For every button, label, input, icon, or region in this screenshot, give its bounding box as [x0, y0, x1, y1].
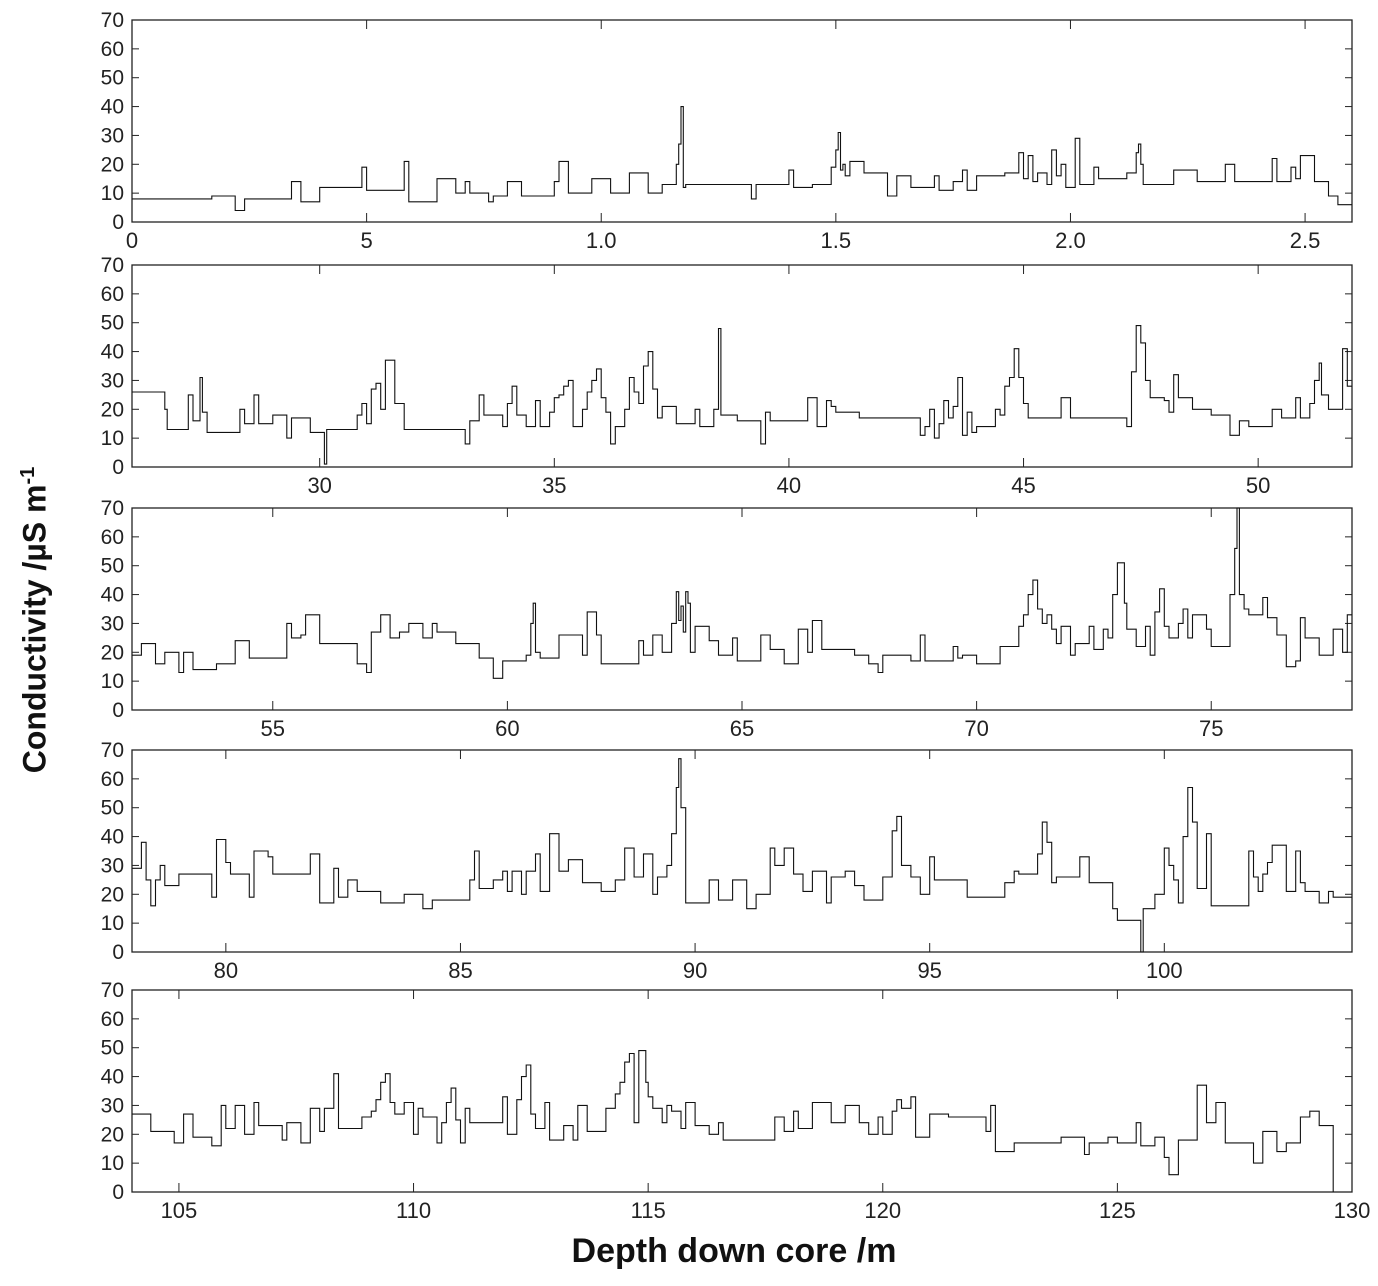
panel-4-xtick-label: 90: [683, 958, 707, 983]
panel-3-ytick-label: 70: [101, 497, 124, 520]
panel-1-xtick-label: 0: [126, 228, 138, 253]
panel-2-xtick-label: 30: [307, 473, 331, 498]
panel-4-xtick-label: 100: [1146, 958, 1183, 983]
panel-5-xtick-label: 105: [161, 1198, 198, 1223]
panel-2-conductivity-series: [132, 325, 1352, 465]
panel-4-ytick-label: 40: [101, 826, 124, 849]
panel-4-xtick-label: 95: [917, 958, 941, 983]
panel-2-ytick-label: 0: [112, 456, 124, 479]
panel-5-xtick-label: 120: [864, 1198, 901, 1223]
panel-3-ytick-label: 60: [101, 526, 124, 549]
panel-3-ytick-label: 50: [101, 555, 124, 578]
panel-5-xtick-label: 130: [1334, 1198, 1371, 1223]
panel-1-frame: [131, 19, 1353, 223]
panel-3-ytick-label: 40: [101, 584, 124, 607]
panel-1-ytick-label: 0: [112, 211, 124, 234]
panel-2-xtick-label: 50: [1246, 473, 1270, 498]
panel-4-frame: [131, 749, 1353, 953]
y-axis-label-text: Conductivity /µS m: [16, 484, 53, 774]
panel-4-ytick-label: 70: [101, 739, 124, 762]
panel-5-xtick-label: 110: [396, 1198, 431, 1223]
panel-1-ytick-label: 60: [101, 38, 124, 61]
panel-3-xtick-label: 75: [1199, 716, 1223, 741]
y-axis-label-container: Conductivity /µS m-1: [0, 0, 70, 1281]
panel-4-xtick-label: 85: [448, 958, 472, 983]
panel-4-ytick-label: 20: [101, 883, 124, 906]
panel-5-ytick-label: 20: [101, 1123, 124, 1146]
panel-1-conductivity-series: [132, 106, 1352, 212]
panel-2-xtick-label: 40: [777, 473, 801, 498]
panel-4-conductivity-series: [132, 758, 1352, 953]
panel-5-xtick-label: 125: [1099, 1198, 1136, 1223]
panel-5-conductivity-series: [132, 1050, 1334, 1192]
panel-2-ytick-label: 70: [101, 254, 124, 277]
panel-1-xtick-label: 1.0: [586, 228, 617, 253]
panel-1-xtick-label: 1.5: [821, 228, 852, 253]
y-axis-label: Conductivity /µS m-1: [17, 467, 54, 773]
panel-3-conductivity-series: [132, 507, 1352, 679]
panel-1-ytick-label: 70: [101, 9, 124, 32]
panel-3-ytick-label: 30: [101, 612, 124, 635]
panel-3-ytick-label: 0: [112, 699, 124, 722]
panel-5-ytick-label: 0: [112, 1181, 124, 1204]
panel-2-ytick-label: 10: [101, 427, 124, 450]
panel-1-ytick-label: 40: [101, 96, 124, 119]
panel-2-xtick-label: 45: [1011, 473, 1035, 498]
panel-5-ytick-label: 30: [101, 1094, 124, 1117]
panel-1-ytick-label: 20: [101, 153, 124, 176]
panel-1-xtick-label: 5: [360, 228, 372, 253]
panel-5-ytick-label: 40: [101, 1066, 124, 1089]
panel-4-ytick-label: 50: [101, 797, 124, 820]
panel-5-xtick-label: 115: [631, 1198, 666, 1223]
y-axis-label-superscript: -1: [16, 466, 39, 485]
panel-1-ytick-label: 50: [101, 67, 124, 90]
panel-3-xtick-label: 55: [261, 716, 285, 741]
panel-1-ytick-label: 30: [101, 124, 124, 147]
panel-4-ytick-label: 0: [112, 941, 124, 964]
panel-2-xtick-label: 35: [542, 473, 566, 498]
panel-2-ytick-label: 30: [101, 369, 124, 392]
panel-3-ytick-label: 10: [101, 670, 124, 693]
panel-3-xtick-label: 60: [495, 716, 519, 741]
panel-2-ytick-label: 50: [101, 312, 124, 335]
panel-2-ytick-label: 40: [101, 341, 124, 364]
panel-4-ytick-label: 30: [101, 854, 124, 877]
panel-4-ytick-label: 10: [101, 912, 124, 935]
panel-5-ytick-label: 60: [101, 1008, 124, 1031]
panel-1-ytick-label: 10: [101, 182, 124, 205]
panel-5-ytick-label: 10: [101, 1152, 124, 1175]
panel-4-xtick-label: 80: [214, 958, 238, 983]
panel-3-xtick-label: 70: [964, 716, 988, 741]
panel-3-ytick-label: 20: [101, 641, 124, 664]
panel-5-ytick-label: 50: [101, 1037, 124, 1060]
panel-3-frame: [131, 507, 1353, 711]
panel-5-ytick-label: 70: [101, 979, 124, 1002]
panel-3-xtick-label: 65: [730, 716, 754, 741]
panel-1-xtick-label: 2.5: [1290, 228, 1321, 253]
panel-2-ytick-label: 60: [101, 283, 124, 306]
panel-2-frame: [131, 264, 1353, 468]
panel-5-frame: [131, 989, 1353, 1193]
panel-2-ytick-label: 20: [101, 398, 124, 421]
panel-1-xtick-label: 2.0: [1055, 228, 1086, 253]
x-axis-label: Depth down core /m: [571, 1232, 897, 1270]
panel-4-ytick-label: 60: [101, 768, 124, 791]
